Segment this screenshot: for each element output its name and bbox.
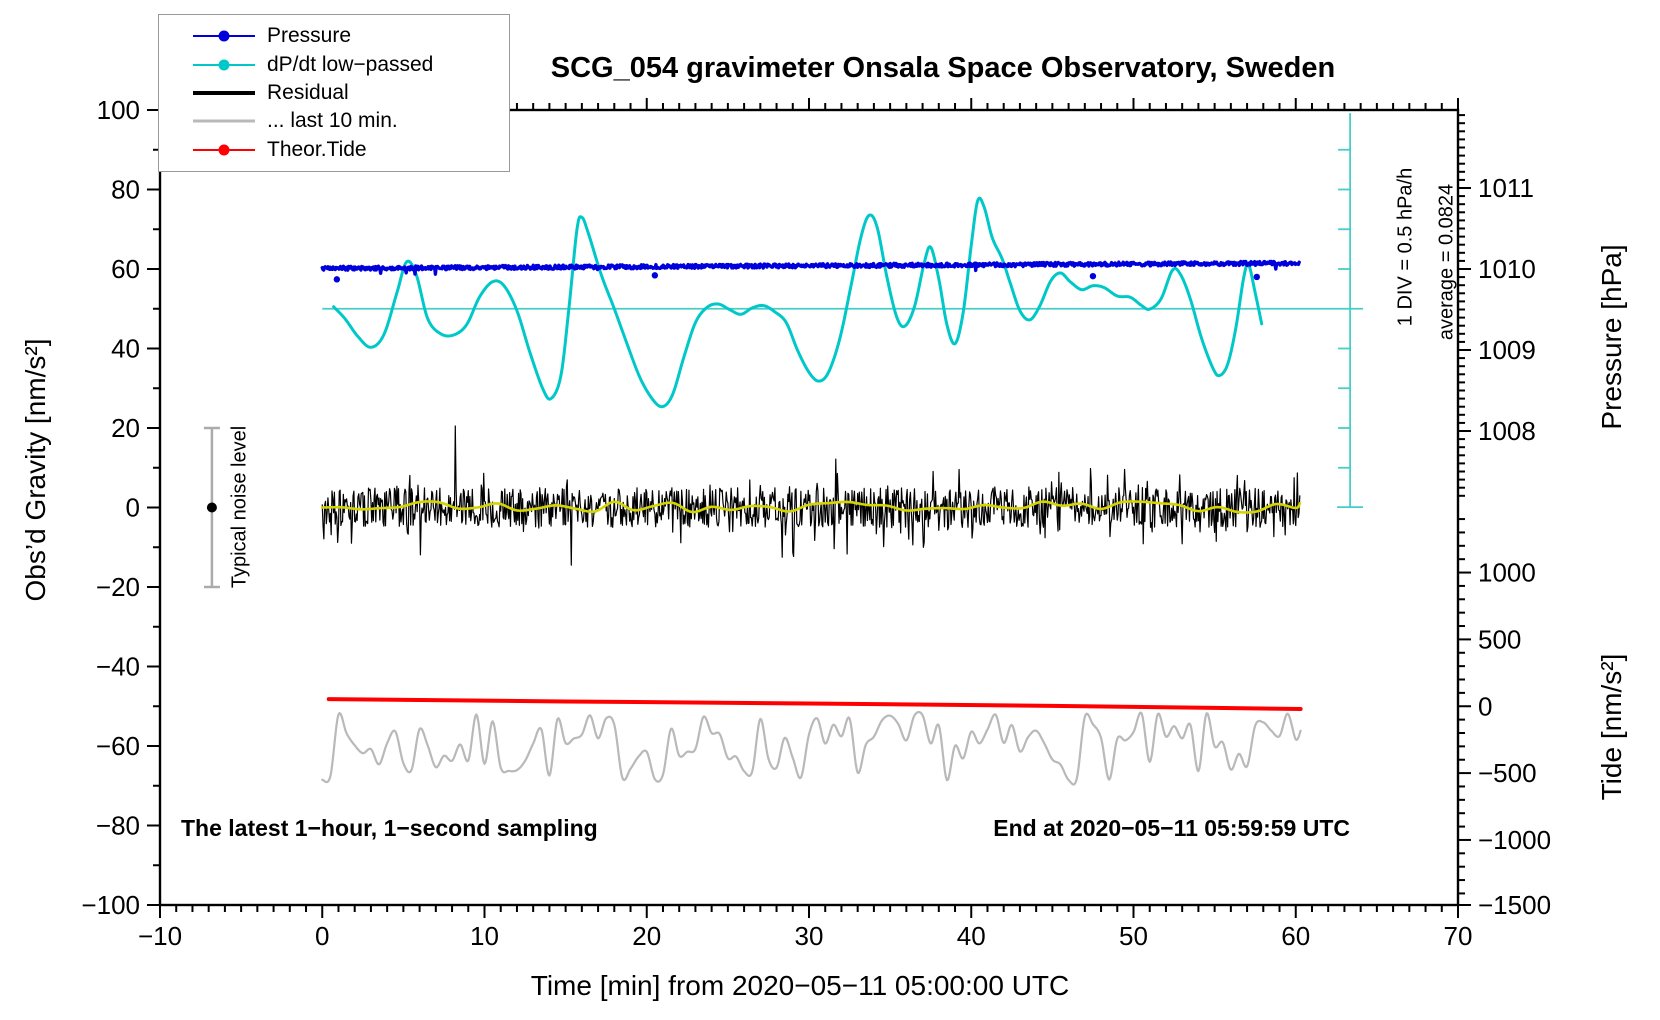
average-label: average = 0.0824 xyxy=(1435,183,1458,341)
svg-text:70: 70 xyxy=(1444,921,1473,951)
svg-text:−100: −100 xyxy=(81,890,140,920)
svg-text:100: 100 xyxy=(97,95,140,125)
svg-text:10: 10 xyxy=(470,921,499,951)
svg-text:80: 80 xyxy=(111,175,140,205)
pressure-axis-title: Pressure [hPa] xyxy=(1596,244,1627,430)
svg-text:1009: 1009 xyxy=(1478,335,1536,365)
sampling-note: The latest 1−hour, 1−second sampling xyxy=(181,815,598,841)
legend-item-label: Theor.Tide xyxy=(267,137,367,161)
svg-text:1008: 1008 xyxy=(1478,416,1536,446)
div-scale-label: 1 DIV = 0.5 hPa/h xyxy=(1394,167,1417,327)
svg-text:1000: 1000 xyxy=(1478,558,1536,588)
svg-text:30: 30 xyxy=(795,921,824,951)
legend-item-label: dP/dt low−passed xyxy=(267,52,434,76)
legend-item-dpdt: dP/dt low−passed xyxy=(193,53,505,77)
page-title: SCG_054 gravimeter Onsala Space Observat… xyxy=(550,52,1336,84)
svg-text:−10: −10 xyxy=(138,921,182,951)
svg-text:−60: −60 xyxy=(96,731,140,761)
svg-text:40: 40 xyxy=(957,921,986,951)
dpdt-line-sample xyxy=(193,58,255,72)
legend-item-label: ... last 10 min. xyxy=(267,109,398,133)
svg-text:500: 500 xyxy=(1478,624,1521,654)
svg-text:50: 50 xyxy=(1119,921,1148,951)
tide-axis-title: Tide [nm/s²] xyxy=(1596,653,1627,801)
svg-text:0: 0 xyxy=(126,493,140,523)
svg-text:−80: −80 xyxy=(96,811,140,841)
legend-item-label: Pressure xyxy=(267,24,352,48)
legend-item-theor-tide: Theor.Tide xyxy=(193,138,505,162)
svg-text:−500: −500 xyxy=(1478,758,1537,788)
legend: Pressure dP/dt low−passed Residual ... l… xyxy=(158,14,510,172)
residual-line-sample xyxy=(193,86,255,100)
legend-item-label: Residual xyxy=(267,80,349,104)
x-axis-title: Time [min] from 2020−05−11 05:00:00 UTC xyxy=(530,970,1070,1001)
theor-tide-dot-icon xyxy=(218,144,230,156)
svg-text:0: 0 xyxy=(1478,691,1492,721)
svg-text:60: 60 xyxy=(111,254,140,284)
svg-text:1011: 1011 xyxy=(1478,173,1534,203)
svg-text:20: 20 xyxy=(632,921,661,951)
svg-text:−20: −20 xyxy=(96,572,140,602)
pressure-dot-icon xyxy=(218,30,230,42)
left-axis-title: Obs’d Gravity [nm/s²] xyxy=(20,338,51,602)
svg-text:60: 60 xyxy=(1281,921,1310,951)
svg-text:40: 40 xyxy=(111,334,140,364)
legend-item-last10min: ... last 10 min. xyxy=(193,109,505,133)
svg-text:−40: −40 xyxy=(96,652,140,682)
svg-text:−1000: −1000 xyxy=(1478,825,1551,855)
svg-text:20: 20 xyxy=(111,413,140,443)
end-time-note: End at 2020−05−11 05:59:59 UTC xyxy=(993,815,1350,841)
dpdt-dot-icon xyxy=(218,59,230,71)
theor-tide-line-sample xyxy=(193,143,255,157)
legend-item-residual: Residual xyxy=(193,81,505,105)
svg-text:1010: 1010 xyxy=(1478,254,1536,284)
legend-item-pressure: Pressure xyxy=(193,24,505,48)
svg-text:0: 0 xyxy=(315,921,329,951)
typical-noise-label: Typical noise level xyxy=(228,425,251,589)
svg-text:−1500: −1500 xyxy=(1478,890,1551,920)
pressure-line-sample xyxy=(193,29,255,43)
last10min-line-sample xyxy=(193,114,255,128)
